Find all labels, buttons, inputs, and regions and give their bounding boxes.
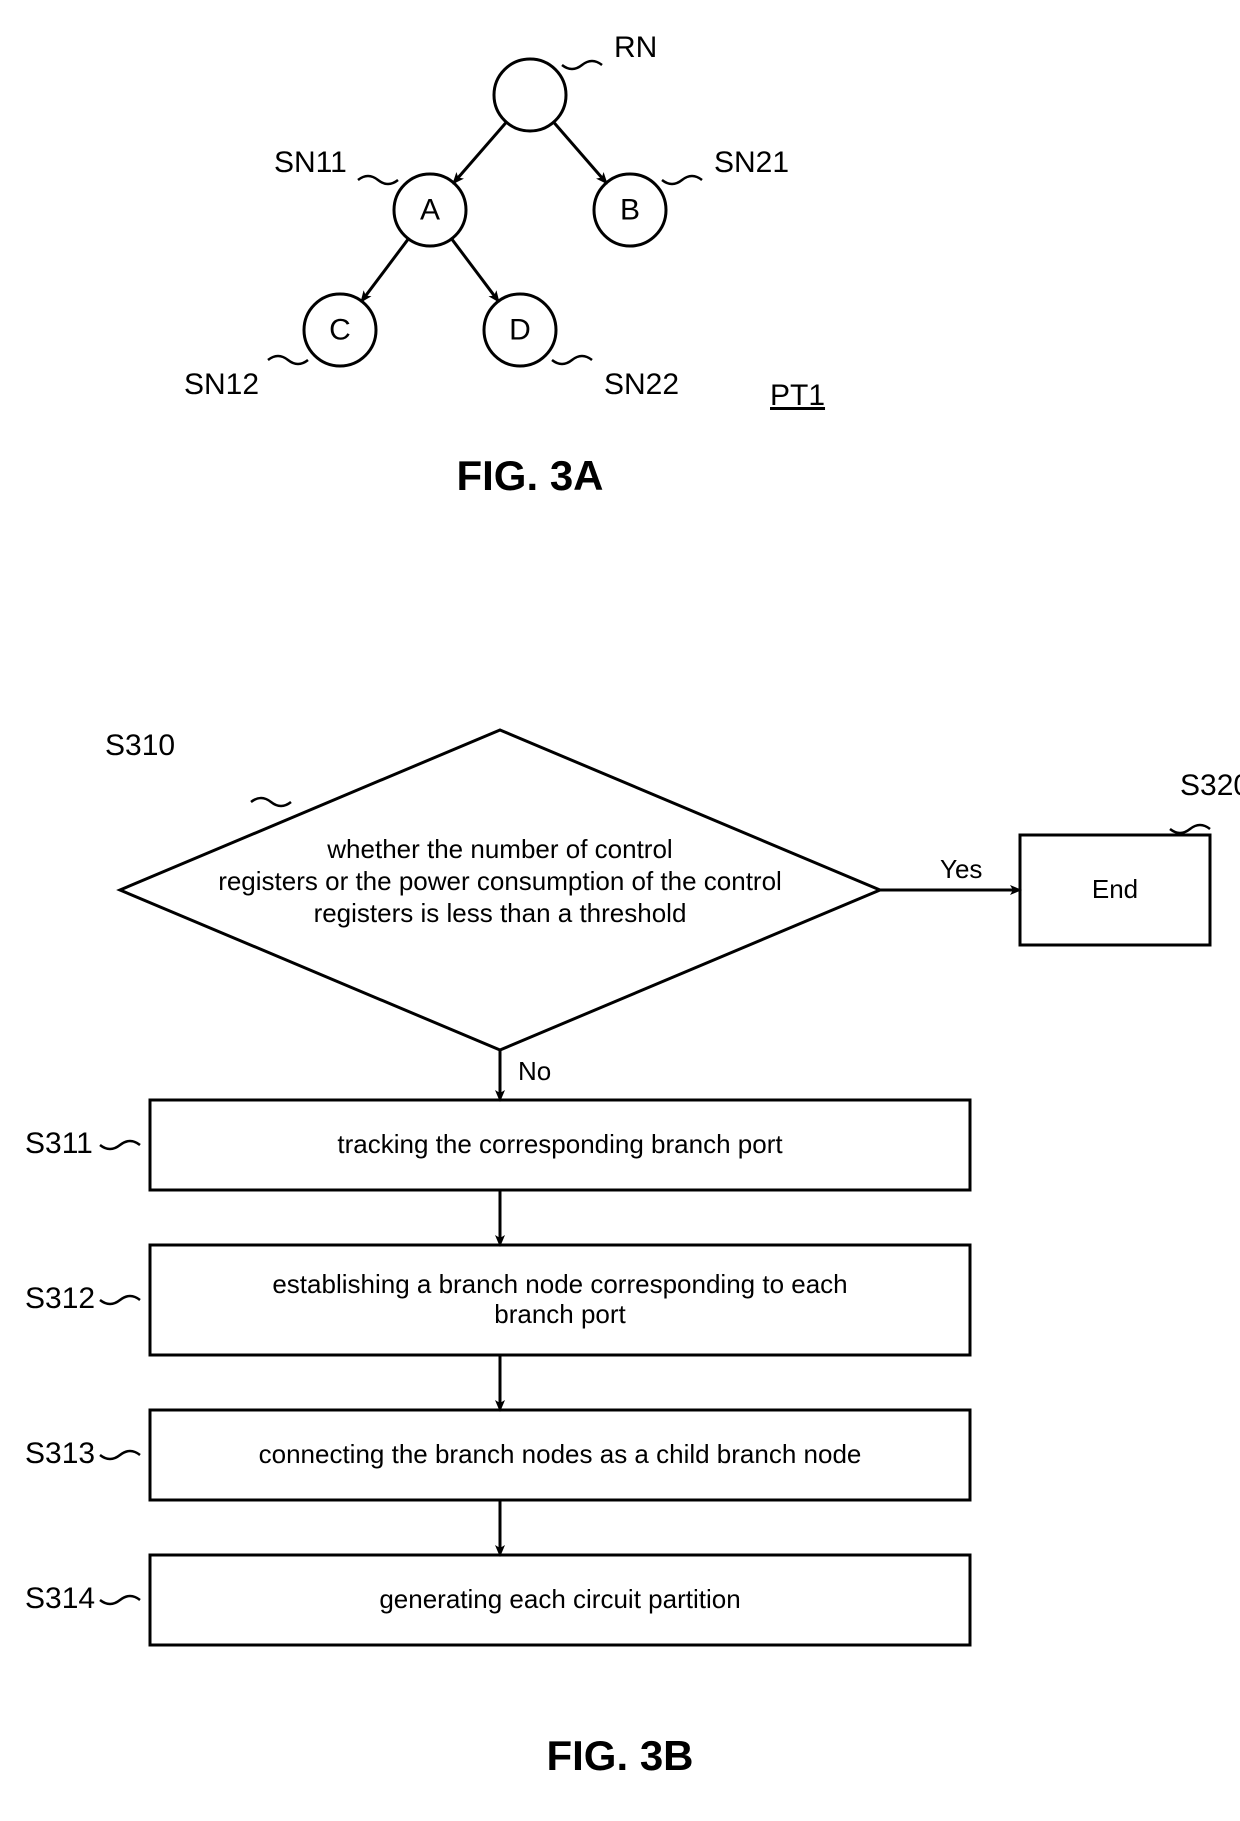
tree-node-label: C	[329, 314, 351, 347]
step-text: connecting the branch nodes as a child b…	[259, 1439, 862, 1469]
tree-edge	[362, 239, 409, 301]
figure-3a-title: FIG. 3A	[456, 452, 603, 499]
end-text: End	[1092, 874, 1138, 904]
figure-3b: whether the number of controlregisters o…	[25, 729, 1240, 1779]
node-tag-sn21: SN21	[714, 146, 789, 179]
step-text: tracking the corresponding branch port	[337, 1129, 783, 1159]
step-tag: S311	[25, 1127, 93, 1160]
node-tag-sn11: SN11	[274, 146, 347, 179]
yes-label: Yes	[940, 854, 982, 884]
figure-3a: A B C D RN SN11 SN21 SN12 SN22 PT1 FIG. 3A	[184, 31, 825, 499]
step-tag: S314	[25, 1582, 95, 1615]
node-tag-sn22: SN22	[604, 368, 679, 401]
decision-text: whether the number of control	[326, 834, 672, 864]
tree-node-label: A	[420, 194, 440, 227]
node-tag-rn: RN	[614, 31, 657, 64]
tree-node-label: B	[620, 194, 640, 227]
step-text: establishing a branch node corresponding…	[272, 1269, 847, 1299]
decision-text: registers or the power consumption of th…	[218, 866, 782, 896]
decision-text: registers is less than a threshold	[314, 898, 687, 928]
step-tag-s310: S310	[105, 729, 175, 762]
step-tag: S312	[25, 1282, 95, 1315]
node-tag-sn12: SN12	[184, 368, 259, 401]
figure-3b-title: FIG. 3B	[546, 1732, 693, 1779]
patent-figure: A B C D RN SN11 SN21 SN12 SN22 PT1 FIG. 3A whether…	[0, 0, 1240, 1821]
step-tag-s320: S320	[1180, 769, 1240, 802]
pt1-label: PT1	[770, 379, 825, 412]
no-label: No	[518, 1056, 551, 1086]
step-text: generating each circuit partition	[379, 1584, 740, 1614]
tree-node-rn	[494, 59, 566, 131]
step-tag: S313	[25, 1437, 95, 1470]
step-text: branch port	[494, 1299, 626, 1329]
tree-edge	[454, 122, 507, 183]
tree-node-label: D	[509, 314, 531, 347]
tree-edge	[554, 122, 607, 183]
tree-edge	[452, 239, 499, 301]
